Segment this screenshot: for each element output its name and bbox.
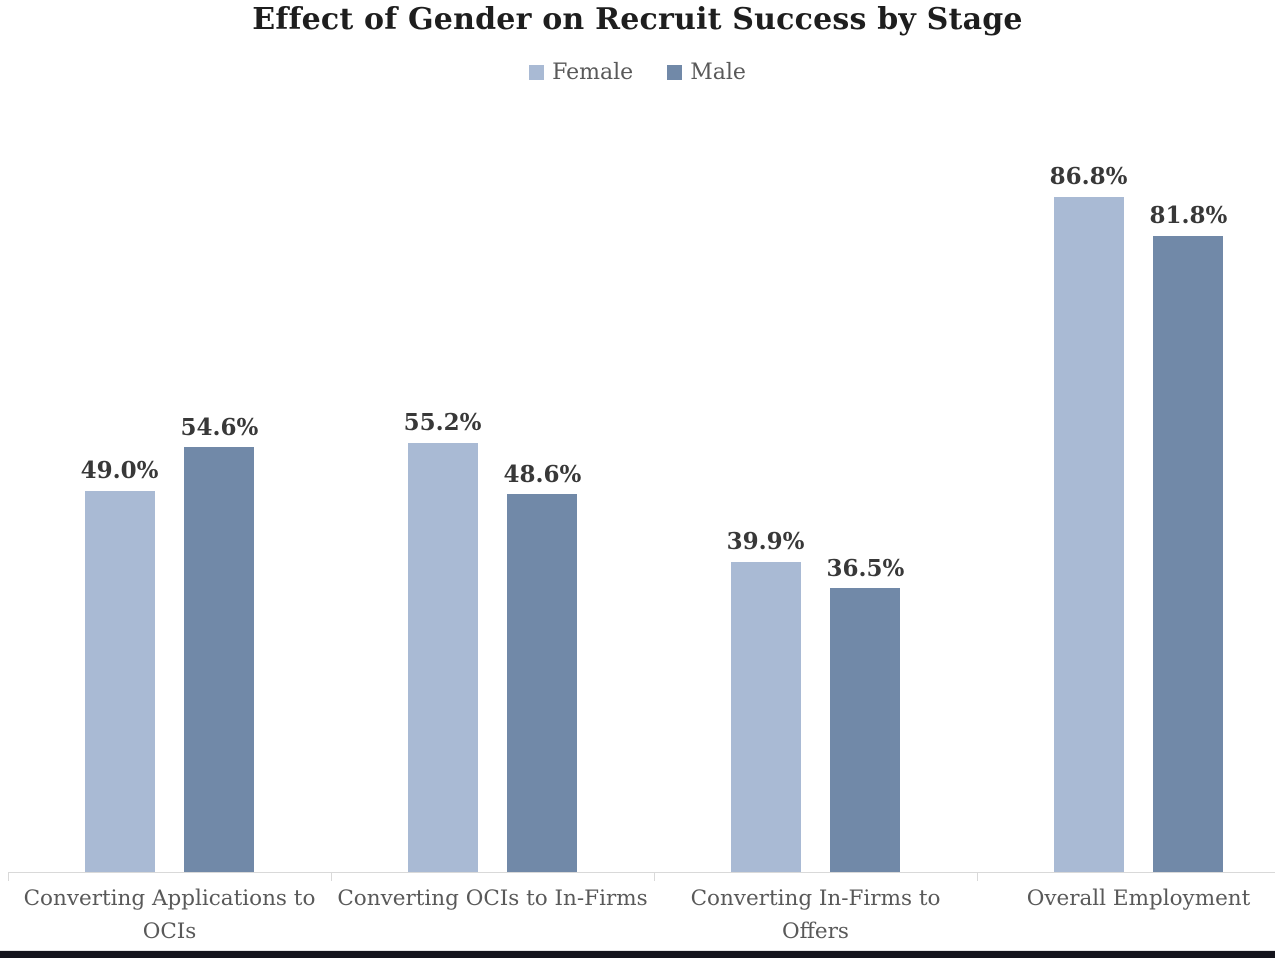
bar-male: 36.5%: [826, 94, 905, 872]
bar-female: 49.0%: [81, 94, 159, 872]
bar-female: 55.2%: [404, 94, 482, 872]
category-label: Converting In-Firms to Offers: [690, 886, 941, 944]
bar-rect-male: [184, 447, 255, 872]
bar-value-label: 55.2%: [403, 409, 482, 437]
bar-group: 39.9% 36.5%: [654, 94, 977, 872]
category-label: Overall Employment: [1026, 886, 1251, 911]
legend-swatch-female-icon: [529, 65, 545, 80]
bar-group: 86.8% 81.8%: [977, 94, 1275, 872]
bar-value-label: 39.9%: [726, 528, 805, 556]
plot-area: 49.0% 54.6% 55.2% 48.6% 39.9% 36.5% 86.8% 81.8%: [8, 94, 1275, 872]
legend-swatch-male-icon: [667, 65, 683, 80]
bar-male: 54.6%: [180, 94, 259, 872]
category-label: Converting OCIs to In-Firms: [337, 886, 648, 911]
bar-value-label: 49.0%: [80, 457, 159, 485]
bar-value-label: 54.6%: [180, 413, 259, 441]
axis-tick: [331, 873, 332, 881]
bar-value-label: 86.8%: [1049, 163, 1128, 191]
axis-tick: [977, 873, 978, 881]
chart-title: Effect of Gender on Recruit Success by S…: [252, 2, 1023, 37]
bottom-bar: [0, 951, 1275, 958]
bar-rect-female: [84, 490, 155, 872]
bar-rect-female: [407, 442, 478, 872]
bar-female: 86.8%: [1050, 94, 1128, 872]
legend-label-female: Female: [552, 60, 634, 85]
bar-rect-male: [830, 588, 901, 872]
bar-rect-male: [507, 493, 578, 872]
legend-item-male: Male: [667, 60, 746, 85]
category-label: Converting Applications to OCIs: [23, 886, 316, 944]
bar-value-label: 48.6%: [503, 460, 582, 488]
x-axis-line: [8, 872, 1275, 881]
bar-rect-male: [1153, 235, 1224, 872]
bottom-divider: [0, 950, 1275, 951]
chart-legend: Female Male: [0, 60, 1275, 85]
bar-rect-female: [730, 561, 801, 872]
bar-male: 81.8%: [1149, 94, 1228, 872]
axis-tick: [8, 873, 9, 881]
legend-label-male: Male: [690, 60, 746, 85]
bar-female: 39.9%: [727, 94, 805, 872]
legend-item-female: Female: [529, 60, 633, 85]
axis-tick: [654, 873, 655, 881]
bar-value-label: 36.5%: [826, 554, 905, 582]
x-axis-labels: Converting Applications to OCIs Convertin…: [8, 882, 1275, 948]
bar-group: 55.2% 48.6%: [331, 94, 654, 872]
bar-male: 48.6%: [503, 94, 582, 872]
bar-value-label: 81.8%: [1149, 202, 1228, 230]
bar-rect-female: [1053, 196, 1124, 872]
bar-group: 49.0% 54.6%: [8, 94, 331, 872]
